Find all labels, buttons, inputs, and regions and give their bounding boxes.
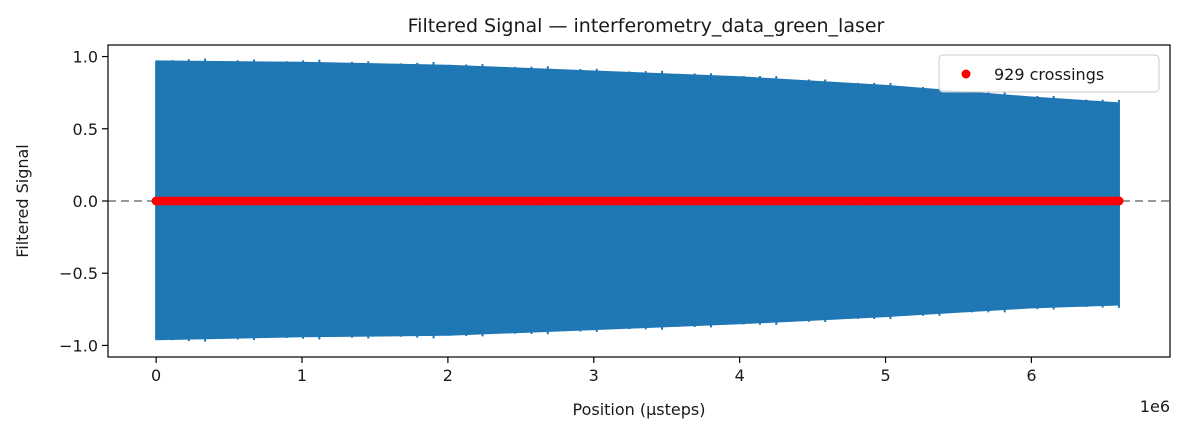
chart-title: Filtered Signal — interferometry_data_gr…: [408, 15, 885, 37]
crossing-markers: [151, 196, 1124, 206]
x-tick-label: 0: [151, 366, 161, 385]
x-axis-offset-label: 1e6: [1140, 397, 1170, 416]
x-tick-label: 1: [297, 366, 307, 385]
x-tick-label: 2: [443, 366, 453, 385]
legend-marker-icon: [961, 69, 971, 79]
x-axis-ticks: 0 1 2 3 4 5 6: [151, 357, 1037, 385]
y-axis-ticks: −1.0 −0.5 0.0 0.5 1.0: [59, 48, 108, 355]
plot-area: [108, 58, 1170, 342]
x-axis-label: Position (µsteps): [573, 400, 706, 419]
legend-entry-crossings: 929 crossings: [994, 65, 1104, 84]
legend: 929 crossings: [938, 54, 1160, 93]
y-axis-label: Filtered Signal: [13, 144, 32, 258]
y-tick-label: 1.0: [73, 48, 98, 67]
legend-box: [938, 54, 1160, 93]
y-tick-label: −1.0: [59, 336, 98, 355]
x-tick-label: 3: [589, 366, 599, 385]
y-tick-label: −0.5: [59, 264, 98, 283]
x-tick-label: 5: [880, 366, 890, 385]
y-tick-label: 0.0: [73, 192, 98, 211]
y-tick-label: 0.5: [73, 120, 98, 139]
x-tick-label: 4: [735, 366, 745, 385]
crossing-point: [1114, 196, 1124, 206]
x-tick-label: 6: [1026, 366, 1036, 385]
